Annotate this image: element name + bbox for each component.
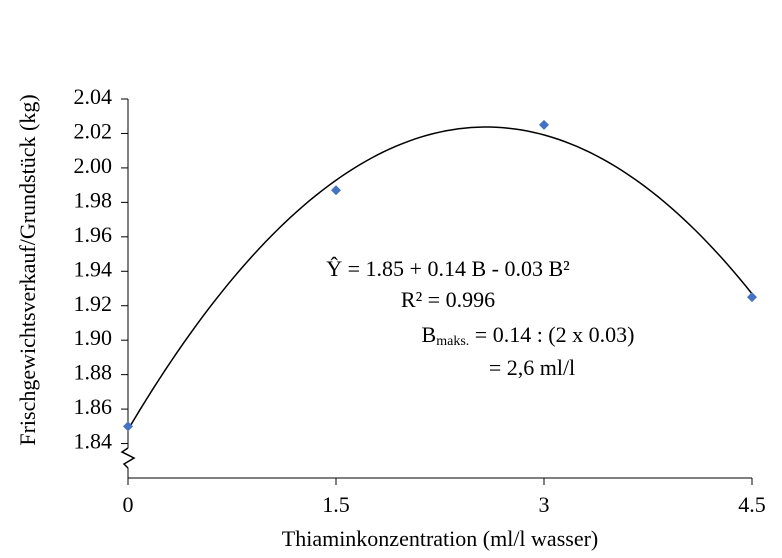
axis-break	[120, 447, 136, 469]
data-point	[539, 119, 549, 130]
y-tick-label: 1.92	[74, 291, 113, 316]
data-point	[331, 185, 341, 196]
annotation-part: B	[422, 322, 437, 347]
annotation: Bmaks. = 0.14 : (2 x 0.03)	[422, 322, 635, 349]
annotation: Ŷ = 1.85 + 0.14 B - 0.03 B²	[326, 256, 570, 281]
y-tick-label: 1.88	[74, 360, 113, 385]
x-tick-label: 3	[539, 492, 550, 517]
annotation-part: = 0.14 : (2 x 0.03)	[469, 322, 634, 347]
x-tick-label: 1.5	[322, 492, 350, 517]
y-tick-label: 1.84	[74, 429, 113, 454]
y-tick-label: 1.90	[74, 325, 113, 350]
x-tick-label: 0	[123, 492, 134, 517]
y-tick-label: 1.86	[74, 394, 113, 419]
y-tick-label: 2.00	[74, 153, 113, 178]
y-tick-label: 1.98	[74, 187, 113, 212]
annotation: R² = 0.996	[401, 287, 495, 312]
data-point	[747, 292, 757, 303]
data-point	[123, 421, 133, 432]
trend-line	[127, 126, 753, 431]
y-tick-label: 2.02	[74, 119, 113, 144]
x-axis-title: Thiaminkonzentration (ml/l wasser)	[282, 526, 598, 551]
x-tick-label: 4.5	[738, 492, 766, 517]
y-axis-title: Frischgewichtsverkauf/Grundstück (kg)	[15, 94, 40, 445]
annotation: = 2,6 ml/l	[489, 355, 575, 380]
y-tick-label: 2.04	[74, 84, 113, 109]
annotation-part: maks.	[436, 334, 469, 349]
y-tick-label: 1.94	[74, 256, 113, 281]
y-tick-label: 1.96	[74, 222, 113, 247]
